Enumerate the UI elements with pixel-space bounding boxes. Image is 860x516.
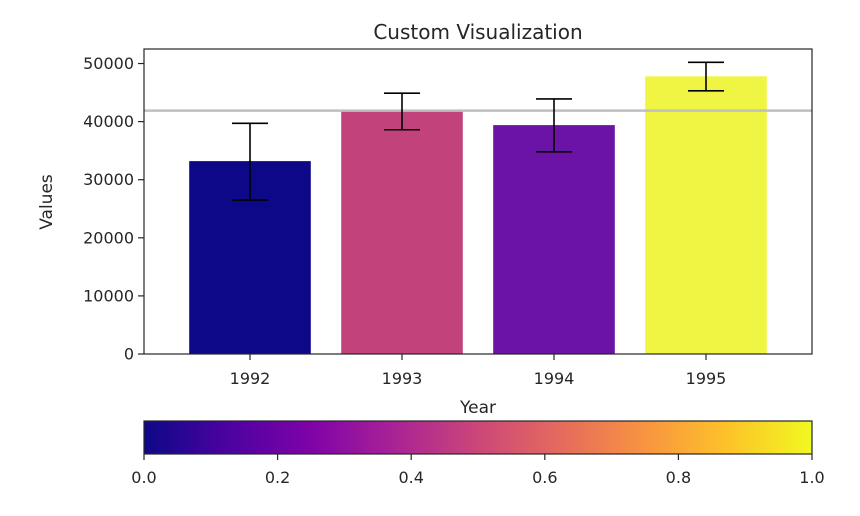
- plot-area: [143, 48, 813, 355]
- colorbar-tick-label: 0.4: [398, 468, 423, 487]
- y-tick-label: 30000: [83, 170, 134, 189]
- chart-title: Custom Visualization: [373, 20, 582, 44]
- error-bar-1993: [384, 92, 420, 131]
- colorbar-tick-label: 0.2: [265, 468, 290, 487]
- bar-1994: [493, 125, 615, 354]
- colorbar-tick-label: 0.6: [532, 468, 557, 487]
- y-tick-label: 10000: [83, 286, 134, 305]
- y-axis: 0 10000 20000 30000 40000 50000: [83, 54, 144, 364]
- error-bars: [232, 61, 724, 201]
- y-tick-label: 0: [124, 345, 134, 364]
- colorbar-tick-label: 0.0: [131, 468, 156, 487]
- plot-frame: [143, 48, 813, 355]
- colorbar-ticks: 0.0 0.2 0.4 0.6 0.8 1.0: [131, 454, 825, 487]
- x-tick-label: 1995: [686, 369, 727, 388]
- y-tick-label: 40000: [83, 112, 134, 131]
- x-tick-label: 1994: [534, 369, 575, 388]
- colorbar-tick-label: 1.0: [799, 468, 824, 487]
- x-axis-label: Year: [459, 398, 496, 418]
- bar-1993: [341, 111, 463, 355]
- colorbar-gradient: [143, 420, 813, 455]
- y-tick-label: 50000: [83, 54, 134, 73]
- x-tick-label: 1993: [382, 369, 423, 388]
- x-axis: 1992 1993 1994 1995: [230, 354, 727, 388]
- colorbar: 0.0 0.2 0.4 0.6 0.8 1.0: [131, 420, 825, 487]
- bar-1995: [645, 76, 767, 355]
- error-bar-1992: [232, 122, 268, 201]
- x-tick-label: 1992: [230, 369, 271, 388]
- bars: [189, 76, 767, 355]
- colorbar-tick-label: 0.8: [666, 468, 691, 487]
- error-bar-1995: [688, 61, 724, 92]
- error-bar-1994: [536, 98, 572, 153]
- y-tick-label: 20000: [83, 228, 134, 247]
- y-axis-label: Values: [37, 174, 57, 230]
